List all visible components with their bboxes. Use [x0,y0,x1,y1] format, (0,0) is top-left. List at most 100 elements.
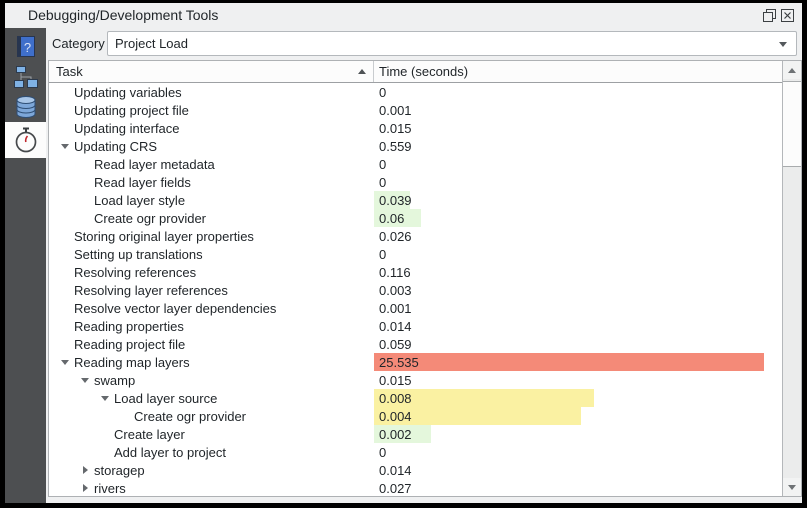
expander-right-icon[interactable] [78,461,94,479]
task-cell: Updating project file [49,101,374,119]
task-row[interactable]: Setting up translations 0 [49,245,782,263]
close-button[interactable] [781,9,794,22]
sidebar-tab-profiler[interactable] [5,122,46,158]
time-value: 0.026 [379,228,412,244]
time-cell: 0.004 [374,407,782,425]
task-cell: Reading project file [49,335,374,353]
table-main-column: Task Time (seconds) Updating variables 0 U… [49,61,782,496]
task-label: Load layer source [114,390,218,406]
category-combobox[interactable]: Project Load [107,31,797,56]
task-row[interactable]: Updating variables 0 [49,83,782,101]
time-value: 0.015 [379,372,412,388]
time-cell: 0.001 [374,101,782,119]
category-selected-value: Project Load [115,36,188,51]
task-row[interactable]: Create ogr provider 0.004 [49,407,782,425]
task-row[interactable]: Resolving references 0.116 [49,263,782,281]
task-row[interactable]: Read layer metadata 0 [49,155,782,173]
scrollbar-track[interactable] [783,79,801,478]
time-value: 0 [379,174,387,190]
time-cell: 0.008 [374,389,782,407]
vertical-scrollbar[interactable] [782,61,801,496]
indent-spacer [58,281,74,299]
task-label: Resolve vector layer dependencies [74,300,277,316]
task-cell: Updating CRS [49,137,374,155]
svg-text:?: ? [23,40,30,55]
expander-down-icon[interactable] [98,389,114,407]
profiler-content: Category Project Load Task Time (seconds… [46,28,802,503]
time-value: 0.06 [379,210,405,226]
sidebar-tab-help[interactable]: ? [5,32,46,62]
expander-down-icon[interactable] [58,353,74,371]
indent-spacer [78,173,94,191]
task-label: Reading map layers [74,354,190,370]
task-cell: storagep [49,461,374,479]
task-cell: Load layer style [49,191,374,209]
chevron-down-icon [779,42,787,47]
task-label: Read layer metadata [94,156,215,172]
scrollbar-thumb[interactable] [783,81,801,167]
task-cell: rivers [49,479,374,496]
expander-right-icon[interactable] [78,479,94,496]
task-row[interactable]: Load layer source 0.008 [49,389,782,407]
task-row[interactable]: Add layer to project 0 [49,443,782,461]
task-row[interactable]: Resolving layer references 0.003 [49,281,782,299]
task-tree-rows: Updating variables 0 Updating project file… [49,83,782,496]
task-row[interactable]: Read layer fields 0 [49,173,782,191]
task-row[interactable]: Reading map layers 25.535 [49,353,782,371]
column-header-task[interactable]: Task [49,61,374,82]
time-cell: 0.015 [374,371,782,389]
indent-spacer [118,407,134,425]
task-row[interactable]: Resolve vector layer dependencies 0.001 [49,299,782,317]
time-cell: 0.06 [374,209,782,227]
task-row[interactable]: swamp 0.015 [49,371,782,389]
task-row[interactable]: rivers 0.027 [49,479,782,496]
task-cell: Create ogr provider [49,407,374,425]
time-value: 0.027 [379,480,412,496]
time-cell: 0.014 [374,317,782,335]
task-cell: Setting up translations [49,245,374,263]
float-icon [763,9,776,22]
task-label: Resolving references [74,264,197,280]
time-value: 0.039 [379,192,412,208]
task-row[interactable]: Load layer style 0.039 [49,191,782,209]
task-row[interactable]: Updating project file 0.001 [49,101,782,119]
task-label: storagep [94,462,145,478]
task-row[interactable]: Reading properties 0.014 [49,317,782,335]
task-label: Create ogr provider [134,408,246,424]
task-row[interactable]: Create ogr provider 0.06 [49,209,782,227]
time-value: 0 [379,84,387,100]
scroll-down-button[interactable] [783,478,801,496]
indent-spacer [58,101,74,119]
task-row[interactable]: Updating interface 0.015 [49,119,782,137]
time-value: 0.001 [379,300,412,316]
time-value: 0.015 [379,120,412,136]
float-button[interactable] [763,9,776,22]
task-row[interactable]: Reading project file 0.059 [49,335,782,353]
scroll-up-button[interactable] [783,61,801,79]
indent-spacer [98,443,114,461]
task-row[interactable]: Create layer 0.002 [49,425,782,443]
category-row: Category Project Load [46,31,802,56]
column-header-time[interactable]: Time (seconds) [374,61,782,82]
database-icon [16,96,35,118]
time-cell: 0.001 [374,299,782,317]
task-label: Updating variables [74,84,182,100]
task-cell: Resolving references [49,263,374,281]
indent-spacer [58,299,74,317]
sidebar-tab-query-logger[interactable] [5,92,46,122]
network-icon [13,66,38,88]
help-book-icon: ? [16,36,35,57]
task-label: Resolving layer references [74,282,228,298]
expander-down-icon[interactable] [58,137,74,155]
task-row[interactable]: Updating CRS 0.559 [49,137,782,155]
titlebar: Debugging/Development Tools [5,3,802,28]
time-value: 0.001 [379,102,412,118]
task-row[interactable]: storagep 0.014 [49,461,782,479]
task-row[interactable]: Storing original layer properties 0.026 [49,227,782,245]
indent-spacer [78,155,94,173]
time-value: 0.559 [379,138,412,154]
task-cell: Load layer source [49,389,374,407]
sidebar-tab-network-logger[interactable] [5,62,46,92]
time-cell: 0.027 [374,479,782,496]
expander-down-icon[interactable] [78,371,94,389]
